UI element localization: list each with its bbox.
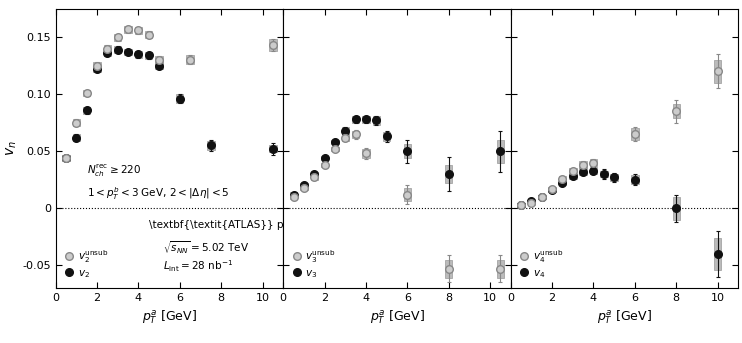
- Bar: [517, 203, 525, 207]
- Bar: [341, 134, 349, 141]
- Bar: [73, 119, 80, 126]
- Bar: [62, 155, 70, 162]
- Bar: [672, 197, 680, 220]
- Bar: [145, 52, 152, 59]
- Bar: [341, 127, 349, 134]
- Bar: [517, 203, 525, 207]
- Text: $1 < p_T^b < 3$ GeV, $2 < |\Delta\eta| < 5$: $1 < p_T^b < 3$ GeV, $2 < |\Delta\eta| <…: [87, 186, 229, 202]
- Text: $L_{\mathrm{int}}= 28$ nb$^{-1}$: $L_{\mathrm{int}}= 28$ nb$^{-1}$: [163, 259, 233, 274]
- Bar: [496, 140, 504, 163]
- Bar: [93, 62, 101, 69]
- Legend: $v_4^{\mathrm{unsub}}$, $v_4$: $v_4^{\mathrm{unsub}}$, $v_4$: [516, 245, 566, 283]
- Bar: [321, 163, 328, 167]
- Bar: [134, 27, 142, 34]
- Bar: [352, 116, 359, 123]
- Bar: [269, 39, 277, 51]
- X-axis label: $p_T^a$ [GeV]: $p_T^a$ [GeV]: [597, 309, 652, 326]
- Bar: [445, 165, 453, 183]
- Bar: [207, 141, 214, 150]
- Bar: [93, 66, 101, 72]
- Bar: [611, 174, 618, 181]
- Bar: [83, 107, 91, 114]
- Y-axis label: $v_n$: $v_n$: [5, 141, 19, 156]
- Bar: [331, 147, 338, 151]
- Bar: [176, 94, 183, 103]
- Bar: [134, 51, 142, 58]
- Bar: [331, 140, 338, 144]
- Bar: [186, 55, 194, 64]
- Bar: [548, 188, 556, 192]
- Bar: [155, 57, 162, 63]
- Bar: [528, 199, 535, 204]
- Legend: $v_2^{\mathrm{unsub}}$, $v_2$: $v_2^{\mathrm{unsub}}$, $v_2$: [61, 245, 111, 283]
- Legend: $v_3^{\mathrm{unsub}}$, $v_3$: $v_3^{\mathrm{unsub}}$, $v_3$: [289, 245, 338, 283]
- Bar: [445, 260, 453, 278]
- Bar: [600, 170, 608, 177]
- Bar: [404, 144, 411, 158]
- Bar: [62, 155, 70, 162]
- Bar: [580, 168, 587, 175]
- X-axis label: $p_T^a$ [GeV]: $p_T^a$ [GeV]: [142, 309, 197, 326]
- Bar: [569, 168, 577, 173]
- Bar: [301, 186, 308, 190]
- Bar: [362, 149, 370, 158]
- Bar: [496, 260, 504, 278]
- Bar: [569, 174, 577, 179]
- Bar: [372, 116, 380, 125]
- Text: $N_{ch}^{\mathrm{rec}} \geq 220$: $N_{ch}^{\mathrm{rec}} \geq 220$: [87, 163, 141, 179]
- Bar: [631, 128, 639, 140]
- Bar: [714, 60, 721, 83]
- Bar: [538, 194, 545, 199]
- Bar: [580, 162, 587, 168]
- Bar: [538, 194, 545, 199]
- Bar: [114, 34, 122, 40]
- Bar: [672, 104, 680, 118]
- Bar: [631, 175, 639, 184]
- X-axis label: $p_T^a$ [GeV]: $p_T^a$ [GeV]: [370, 309, 424, 326]
- Bar: [73, 134, 80, 141]
- Bar: [290, 194, 298, 199]
- Bar: [590, 167, 597, 174]
- Bar: [383, 132, 390, 141]
- Bar: [269, 145, 277, 152]
- Bar: [559, 181, 566, 186]
- Bar: [145, 32, 152, 38]
- Bar: [301, 183, 308, 188]
- Bar: [362, 116, 370, 123]
- Text: \textbf{\textit{ATLAS}} p+Pb: \textbf{\textit{ATLAS}} p+Pb: [148, 220, 305, 230]
- Bar: [83, 90, 91, 96]
- Bar: [310, 172, 318, 176]
- Bar: [714, 238, 721, 270]
- Bar: [590, 159, 597, 166]
- Bar: [290, 192, 298, 197]
- Bar: [104, 50, 111, 57]
- Bar: [155, 62, 162, 69]
- Bar: [528, 200, 535, 205]
- Bar: [548, 187, 556, 191]
- Bar: [114, 46, 122, 53]
- Bar: [321, 156, 328, 160]
- Bar: [125, 26, 132, 33]
- Bar: [352, 131, 359, 138]
- Bar: [559, 176, 566, 181]
- Bar: [125, 48, 132, 55]
- Bar: [104, 45, 111, 52]
- Bar: [310, 175, 318, 180]
- Text: $\sqrt{s_{NN}}= 5.02$ TeV: $\sqrt{s_{NN}}= 5.02$ TeV: [163, 240, 249, 257]
- Bar: [404, 188, 411, 201]
